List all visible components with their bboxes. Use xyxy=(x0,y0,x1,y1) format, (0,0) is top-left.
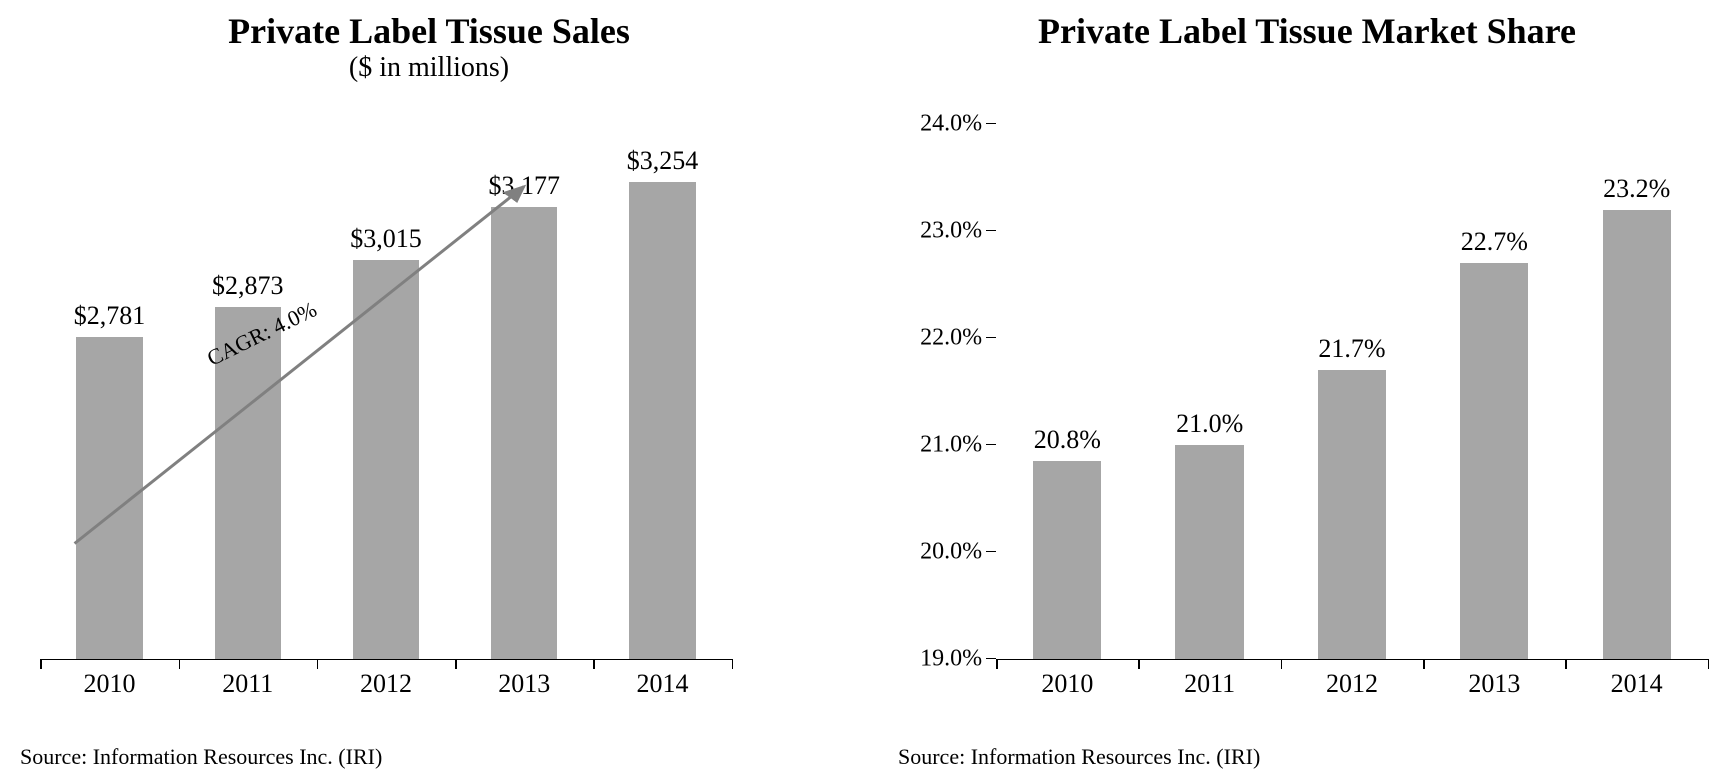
share-x-tick xyxy=(1708,659,1710,669)
sales-x-tick xyxy=(317,659,319,669)
sales-chart-subtitle: ($ in millions) xyxy=(20,52,838,84)
sales-chart-plot-area: $2,7812010$2,8732011$3,0152012$3,1772013… xyxy=(40,134,731,660)
share-bar xyxy=(1318,370,1386,659)
share-y-label: 24.0% xyxy=(920,111,982,138)
sales-x-tick xyxy=(40,659,42,669)
share-x-label: 2013 xyxy=(1468,669,1520,699)
share-y-label: 21.0% xyxy=(920,432,982,459)
share-bar-label: 22.7% xyxy=(1461,227,1528,257)
share-y-tick xyxy=(986,230,996,232)
share-bar-label: 23.2% xyxy=(1603,174,1670,204)
share-chart-title: Private Label Tissue Market Share xyxy=(898,10,1716,52)
share-x-label: 2010 xyxy=(1041,669,1093,699)
sales-x-label: 2013 xyxy=(498,669,550,699)
sales-chart-source: Source: Information Resources Inc. (IRI) xyxy=(20,744,838,770)
share-chart-panel: Private Label Tissue Market Share 20.8% 2… xyxy=(898,10,1716,770)
sales-x-label: 2012 xyxy=(360,669,412,699)
share-y-tick xyxy=(986,658,996,660)
sales-bar-label: $2,873 xyxy=(212,271,284,301)
share-bar xyxy=(1033,461,1101,659)
share-y-label: 19.0% xyxy=(920,646,982,673)
share-x-tick xyxy=(1565,659,1567,669)
share-x-tick xyxy=(1138,659,1140,669)
sales-bar-label: $2,781 xyxy=(74,301,146,331)
share-chart-titles: Private Label Tissue Market Share xyxy=(898,10,1716,52)
sales-x-tick xyxy=(593,659,595,669)
sales-x-label: 2014 xyxy=(637,669,689,699)
sales-x-label: 2010 xyxy=(84,669,136,699)
share-y-tick xyxy=(986,551,996,553)
share-bar xyxy=(1603,210,1671,659)
sales-chart-titles: Private Label Tissue Sales ($ in million… xyxy=(20,10,838,84)
share-bar-label: 21.7% xyxy=(1318,334,1385,364)
share-y-tick xyxy=(986,444,996,446)
share-chart-source: Source: Information Resources Inc. (IRI) xyxy=(898,744,1716,770)
sales-bar-label: $3,254 xyxy=(627,146,699,176)
share-bar xyxy=(1175,445,1243,659)
sales-chart-panel: Private Label Tissue Sales ($ in million… xyxy=(20,10,838,770)
share-chart-plot-wrap: 20.8% 2010 21.0% 2011 21.7% 2012 22.7% 2013 23.2… xyxy=(898,72,1716,738)
sales-x-tick xyxy=(732,659,734,669)
share-x-label: 2011 xyxy=(1184,669,1235,699)
share-bar-label: 21.0% xyxy=(1176,409,1243,439)
share-x-tick xyxy=(996,659,998,669)
sales-x-tick xyxy=(455,659,457,669)
sales-chart-plot-wrap: $2,781 2010 $2,873 2011 $3,015 2012 $3,177 2013… xyxy=(20,104,838,738)
sales-bar xyxy=(629,182,695,659)
sales-x-tick xyxy=(179,659,181,669)
sales-x-label: 2011 xyxy=(222,669,273,699)
share-x-tick xyxy=(1281,659,1283,669)
share-y-label: 22.0% xyxy=(920,325,982,352)
share-y-label: 20.0% xyxy=(920,539,982,566)
share-chart-plot-area: 20.8%201021.0%201121.7%201222.7%201323.2… xyxy=(996,124,1708,660)
sales-bar-label: $3,015 xyxy=(350,224,422,254)
sales-bar xyxy=(76,337,142,659)
share-y-label: 23.0% xyxy=(920,218,982,245)
share-bar-label: 20.8% xyxy=(1034,425,1101,455)
sales-chart-title: Private Label Tissue Sales xyxy=(20,10,838,52)
share-bar xyxy=(1460,263,1528,659)
sales-bar-label: $3,177 xyxy=(489,171,561,201)
share-y-tick xyxy=(986,123,996,125)
share-y-tick xyxy=(986,337,996,339)
share-x-label: 2012 xyxy=(1326,669,1378,699)
share-x-label: 2014 xyxy=(1611,669,1663,699)
share-x-tick xyxy=(1423,659,1425,669)
sales-bar xyxy=(353,260,419,659)
sales-bar xyxy=(491,207,557,659)
